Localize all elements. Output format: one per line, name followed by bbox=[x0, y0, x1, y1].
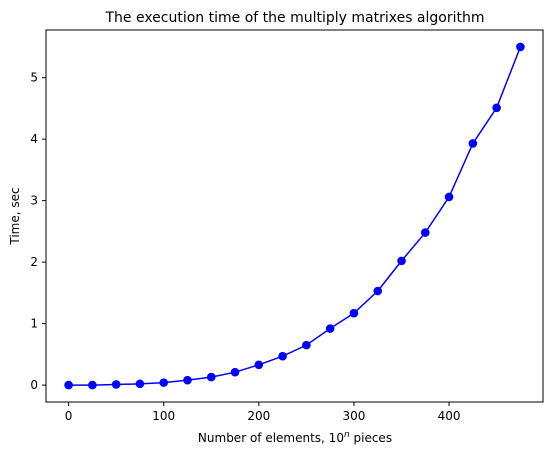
data-point bbox=[111, 380, 121, 389]
data-point bbox=[183, 375, 192, 385]
x-axis-label-prefix: Number of elements, 10 bbox=[198, 431, 344, 445]
x-axis: 0 100 200 300 400 bbox=[65, 402, 461, 423]
data-point bbox=[206, 372, 216, 382]
x-tick-label: 300 bbox=[342, 409, 365, 423]
y-tick-label: 0 bbox=[30, 378, 38, 392]
y-tick-label: 2 bbox=[30, 255, 38, 269]
data-point bbox=[64, 380, 73, 390]
x-tick-label: 0 bbox=[65, 409, 73, 423]
data-point bbox=[492, 103, 501, 113]
y-tick-label: 4 bbox=[30, 132, 38, 146]
plot-frame bbox=[45, 29, 544, 403]
y-axis-label: Time, sec bbox=[8, 187, 22, 245]
chart-title: The execution time of the multiply matri… bbox=[104, 10, 484, 26]
data-point bbox=[373, 286, 383, 296]
data-point bbox=[397, 256, 406, 266]
data-point bbox=[278, 351, 287, 361]
data-point bbox=[325, 324, 335, 333]
data-point bbox=[468, 139, 478, 148]
y-tick-label: 3 bbox=[30, 194, 38, 208]
plot-area bbox=[64, 42, 525, 390]
data-point bbox=[88, 380, 97, 390]
x-axis-label-exponent: n bbox=[344, 430, 350, 440]
data-point bbox=[135, 379, 145, 389]
data-point bbox=[230, 367, 240, 377]
data-point bbox=[302, 340, 311, 350]
x-axis-label: Number of elements, 10n pieces bbox=[198, 430, 392, 445]
x-axis-label-suffix: pieces bbox=[350, 431, 392, 445]
x-tick-label: 400 bbox=[438, 409, 461, 423]
series-line bbox=[68, 46, 522, 386]
data-point bbox=[159, 378, 169, 387]
y-axis: 0 1 2 3 4 5 bbox=[30, 71, 46, 392]
data-point bbox=[254, 360, 264, 370]
data-point bbox=[444, 192, 454, 202]
x-tick-label: 200 bbox=[247, 409, 270, 423]
data-point bbox=[516, 42, 525, 52]
y-tick-label: 1 bbox=[30, 317, 38, 331]
y-tick-label: 5 bbox=[30, 71, 38, 85]
x-tick-label: 100 bbox=[152, 409, 175, 423]
data-point bbox=[349, 308, 359, 318]
data-point bbox=[420, 228, 430, 237]
